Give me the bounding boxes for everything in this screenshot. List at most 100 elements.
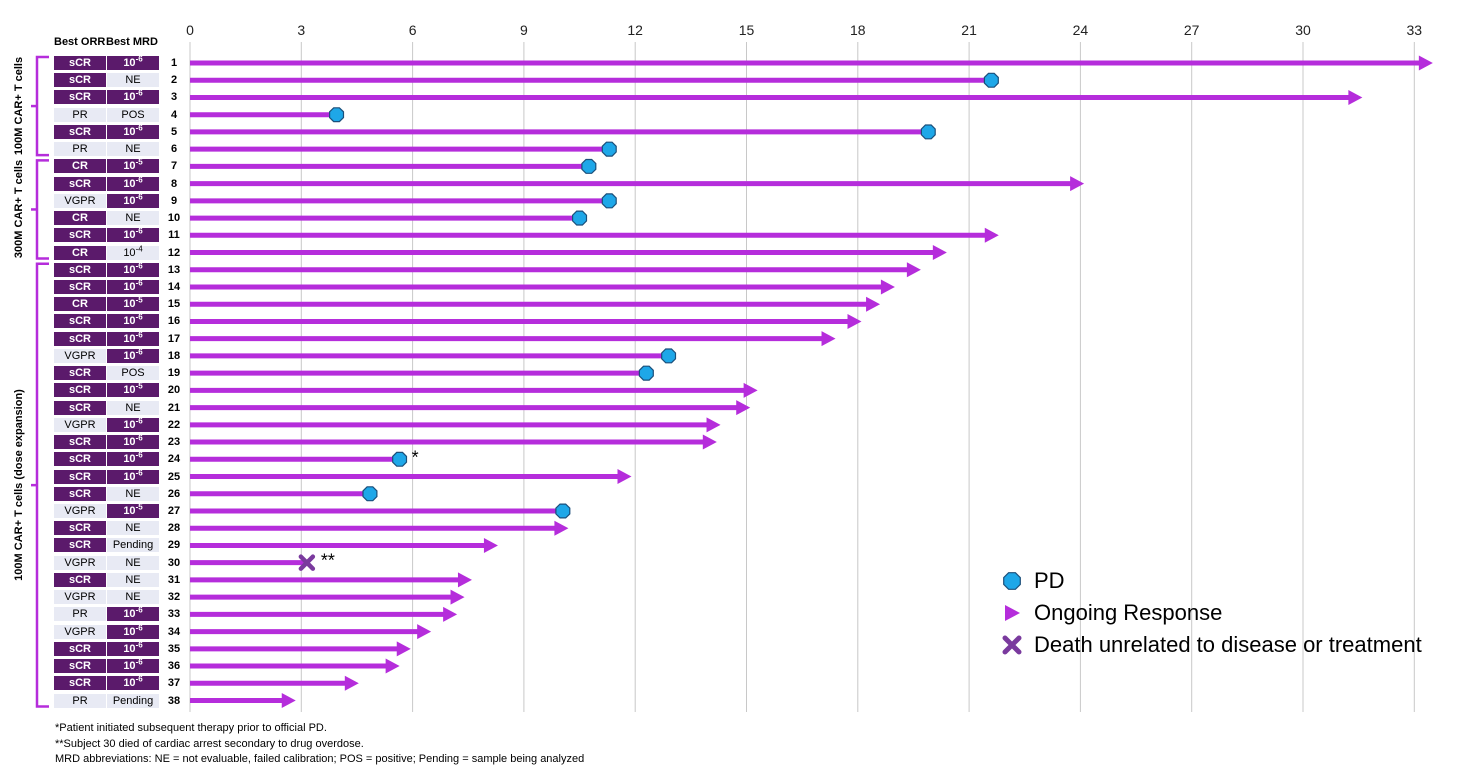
mrd-cell: 10-6: [107, 331, 159, 346]
mrd-cell: 10-6: [107, 641, 159, 656]
orr-cell: sCR: [54, 228, 106, 243]
ongoing-arrow-marker: [906, 262, 921, 278]
ongoing-arrow-marker: [281, 693, 296, 709]
mrd-cell: Pending: [107, 538, 159, 553]
mrd-exponent: -6: [135, 54, 143, 64]
orr-cell: sCR: [54, 383, 106, 398]
patient-number: 28: [167, 522, 181, 535]
patient-number: 20: [167, 384, 181, 397]
patient-number: 30: [167, 556, 181, 569]
mrd-cell: 10-6: [107, 606, 159, 622]
ongoing-arrow-marker: [483, 537, 498, 553]
mrd-cell: NE: [107, 142, 159, 157]
x-tick-label: 12: [627, 22, 643, 38]
patient-number: 36: [167, 660, 181, 673]
mrd-cell: POS: [107, 107, 159, 122]
mrd-cell: 10-6: [107, 348, 159, 363]
ongoing-arrow-marker: [385, 658, 400, 674]
patient-number: 17: [167, 332, 181, 345]
group-bracket: [35, 159, 49, 260]
patient-number: 6: [170, 143, 178, 156]
mrd-cell: 10-5: [107, 296, 159, 312]
mrd-exponent: -5: [135, 381, 143, 391]
ongoing-arrow-marker: [706, 417, 721, 433]
legend-label: PD: [1034, 568, 1065, 593]
orr-cell: sCR: [54, 641, 106, 656]
orr-cell: PR: [54, 693, 106, 708]
pd-marker: [571, 210, 588, 226]
patient-number: 16: [167, 315, 181, 328]
x-tick-label: 21: [961, 22, 977, 38]
patient-number: 31: [167, 573, 181, 586]
ongoing-arrow-marker: [1070, 176, 1085, 192]
orr-cell: CR: [54, 159, 106, 174]
footnote: *Patient initiated subsequent therapy pr…: [55, 722, 327, 734]
ongoing-arrow-marker: [396, 641, 411, 657]
patient-number: 34: [167, 625, 181, 638]
orr-cell: sCR: [54, 331, 106, 346]
orr-cell: sCR: [54, 176, 106, 191]
orr-cell: VGPR: [54, 624, 106, 639]
legend-item-ongoing: Ongoing Response: [1000, 600, 1222, 626]
mrd-cell: 10-6: [107, 175, 159, 191]
pd-marker: [555, 503, 571, 519]
mrd-exponent: -6: [135, 192, 143, 202]
mrd-exponent: -6: [135, 674, 143, 684]
mrd-cell: 10-6: [107, 313, 159, 329]
patient-number: 13: [167, 263, 181, 276]
orr-cell: sCR: [54, 538, 106, 553]
mrd-cell: 10-6: [107, 657, 159, 674]
patient-number: 7: [170, 160, 178, 173]
mrd-cell: NE: [107, 521, 159, 536]
legend-label: Ongoing Response: [1034, 600, 1223, 625]
ongoing-arrow-marker: [617, 469, 632, 485]
x-tick-label: 15: [738, 22, 755, 38]
x-tick-label: 9: [519, 22, 528, 38]
mrd-cell: 10-6: [107, 89, 159, 105]
pd-marker: [638, 365, 654, 381]
legend-symbol-pd: [1003, 572, 1021, 590]
ongoing-arrow-marker: [1418, 55, 1433, 71]
patient-number: 27: [167, 504, 181, 517]
pd-marker: [362, 486, 378, 502]
ongoing-arrow-marker: [866, 296, 881, 312]
ongoing-arrow-marker: [847, 313, 862, 329]
mrd-exponent: -6: [135, 657, 143, 667]
mrd-cell: 10-6: [107, 54, 159, 70]
patient-number: 11: [168, 229, 180, 242]
x-tick-label: 0: [186, 22, 194, 38]
ongoing-arrow-marker: [457, 572, 472, 588]
footnote-marker: **: [321, 551, 335, 571]
orr-cell: CR: [54, 297, 106, 312]
legend-pd-marker: [1003, 572, 1021, 590]
mrd-cell: NE: [107, 590, 159, 605]
x-tick-label: 33: [1406, 22, 1423, 38]
group-bracket: [35, 262, 49, 708]
mrd-cell: NE: [107, 555, 159, 570]
patient-number: 33: [167, 608, 181, 621]
x-tick-label: 18: [850, 22, 866, 38]
legend-ongoing-marker: [1005, 605, 1020, 621]
patient-number: 3: [170, 91, 178, 104]
mrd-cell: 10-6: [107, 434, 159, 450]
mrd-exponent: -4: [135, 243, 143, 253]
ongoing-arrow-marker: [554, 520, 569, 536]
orr-cell: VGPR: [54, 503, 106, 518]
mrd-cell: Pending: [107, 693, 159, 708]
legend-item-death: Death unrelated to disease or treatment: [1000, 632, 1422, 658]
mrd-cell: 10-6: [107, 674, 159, 691]
patient-number: 5: [170, 125, 178, 138]
patient-number: 21: [167, 401, 181, 414]
ongoing-arrow-marker: [743, 382, 758, 398]
ongoing-arrow-marker: [417, 624, 432, 640]
mrd-cell: NE: [107, 486, 159, 501]
legend-symbol-death: [1002, 635, 1022, 655]
legend-death-marker: [1002, 635, 1022, 655]
patient-number: 4: [170, 108, 178, 121]
pd-marker: [581, 158, 597, 174]
mrd-exponent: -5: [135, 502, 143, 512]
mrd-cell: 10-6: [107, 227, 159, 243]
mrd-column-header: Best MRD: [106, 36, 158, 48]
mrd-cell: 10-5: [107, 158, 159, 174]
mrd-exponent: -6: [135, 123, 143, 133]
